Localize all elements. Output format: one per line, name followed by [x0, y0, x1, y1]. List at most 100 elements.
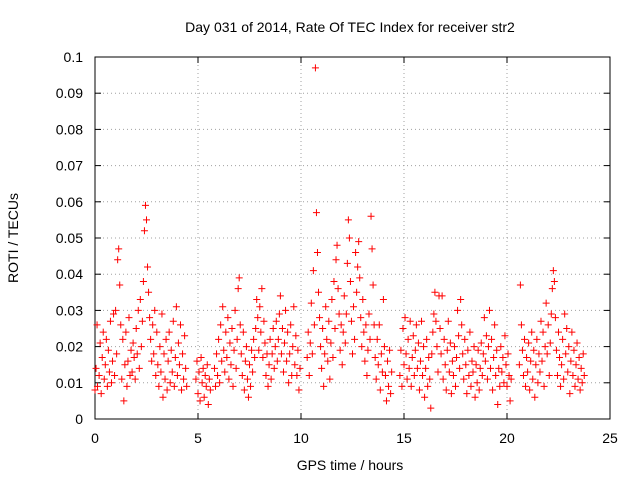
y-tick-label: 0.02 [56, 339, 83, 355]
data-point [445, 368, 453, 376]
data-point [545, 372, 553, 380]
data-point [552, 346, 560, 354]
data-point [506, 397, 514, 405]
data-point [252, 325, 260, 332]
data-point [338, 361, 346, 369]
data-point [562, 350, 570, 358]
data-point [444, 317, 452, 325]
data-point [526, 386, 534, 394]
data-point [353, 288, 361, 296]
data-point [222, 328, 230, 336]
data-point [154, 361, 162, 369]
data-point [315, 288, 323, 296]
data-point [438, 292, 446, 300]
data-point [459, 350, 467, 358]
x-tick-label: 10 [293, 430, 309, 446]
data-point [566, 390, 574, 398]
data-point [227, 361, 235, 369]
data-point [120, 397, 128, 405]
data-point [103, 382, 111, 390]
data-point [453, 353, 461, 361]
data-point [294, 346, 302, 354]
data-point [221, 368, 229, 376]
data-point [557, 382, 565, 390]
data-point [369, 281, 377, 289]
data-point [118, 375, 126, 383]
data-point [577, 364, 585, 372]
data-point [497, 343, 505, 351]
data-point [275, 310, 283, 318]
data-point [380, 343, 388, 351]
data-point [239, 328, 247, 336]
data-point [114, 256, 122, 264]
data-point [422, 364, 430, 372]
data-point [336, 346, 344, 354]
data-point [267, 375, 275, 383]
data-point [504, 350, 512, 358]
data-point [404, 335, 412, 343]
data-point [225, 375, 233, 383]
data-point [266, 335, 274, 343]
data-point [571, 382, 579, 390]
data-point [427, 404, 435, 412]
data-point [238, 372, 246, 380]
data-point [141, 201, 149, 209]
data-point [484, 343, 492, 351]
data-point [159, 393, 167, 401]
y-tick-label: 0.03 [56, 302, 83, 318]
data-point [471, 393, 479, 401]
data-point [122, 328, 130, 336]
data-point [382, 397, 390, 405]
data-point [328, 296, 336, 304]
data-point [339, 328, 347, 336]
data-point [499, 353, 507, 361]
data-point [543, 350, 551, 358]
data-point [342, 310, 350, 318]
data-point [264, 382, 272, 390]
data-point [546, 339, 554, 347]
data-point [555, 328, 562, 336]
data-point [517, 321, 525, 329]
data-point [428, 350, 436, 358]
data-point [366, 335, 374, 343]
data-point [274, 335, 282, 343]
data-point [434, 368, 442, 376]
data-point [235, 274, 243, 282]
data-point [578, 379, 586, 387]
data-point [467, 382, 475, 390]
data-point [183, 382, 191, 390]
data-point [341, 339, 349, 347]
data-point [320, 382, 328, 390]
data-point [426, 375, 434, 383]
y-tick-label: 0.01 [56, 375, 83, 391]
data-point [195, 368, 203, 376]
y-tick-label: 0.1 [64, 49, 84, 65]
data-point [331, 325, 339, 332]
data-point [206, 386, 214, 394]
data-point [541, 343, 549, 351]
data-point [461, 335, 469, 343]
data-point [580, 372, 588, 380]
data-point [474, 346, 482, 354]
data-point [406, 317, 414, 325]
data-point [134, 306, 142, 314]
data-point [144, 263, 152, 271]
data-point [345, 234, 353, 242]
data-point [115, 245, 123, 253]
data-point [529, 375, 537, 383]
data-point [163, 386, 171, 394]
data-point [470, 343, 478, 351]
data-point [308, 350, 316, 358]
data-point [518, 346, 526, 354]
data-point [124, 357, 132, 365]
data-point [463, 390, 471, 398]
data-point [233, 335, 241, 343]
data-point [123, 382, 131, 390]
data-point [420, 343, 428, 351]
y-tick-label: 0.05 [56, 230, 83, 246]
data-point [112, 306, 120, 314]
data-point [515, 361, 523, 369]
data-point [318, 364, 326, 372]
x-tick-label: 0 [91, 430, 99, 446]
data-point [146, 314, 154, 322]
